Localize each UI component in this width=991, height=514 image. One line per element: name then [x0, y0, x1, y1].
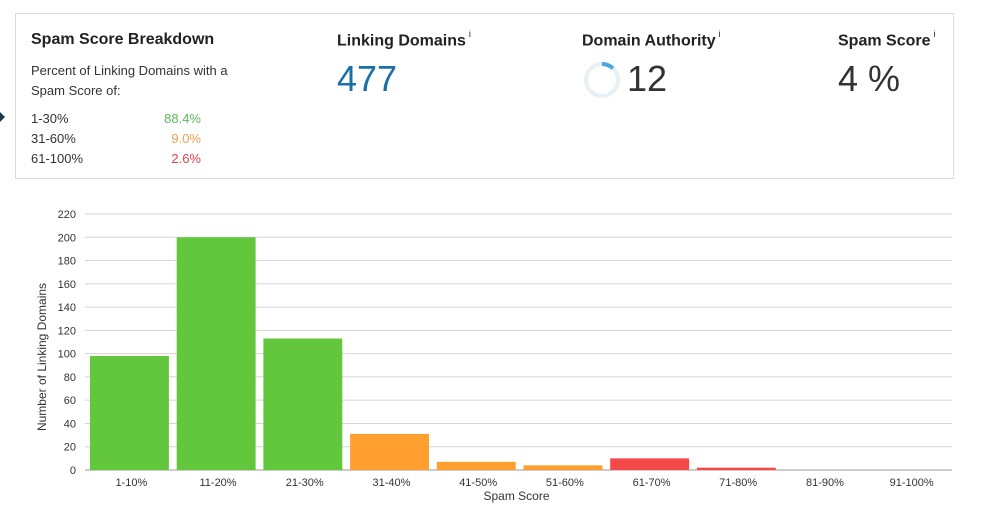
y-tick-label: 140 — [58, 302, 76, 314]
x-tick-label: 31-40% — [372, 477, 410, 489]
ring-progress — [584, 62, 620, 98]
breakdown-range-label: 1-30% — [31, 111, 69, 126]
x-tick-label: 71-80% — [719, 477, 757, 489]
bar — [263, 338, 343, 470]
breakdown-title: Spam Score Breakdown — [31, 31, 215, 48]
y-tick-label: 80 — [64, 372, 76, 384]
bar — [523, 465, 603, 470]
breakdown-percent-value: 88.4% — [164, 111, 201, 126]
x-tick-label: 61-70% — [633, 477, 671, 489]
linking-domains-value: 477 — [337, 58, 398, 99]
breakdown-range-label: 61-100% — [31, 151, 84, 166]
breakdown-percent-value: 2.6% — [171, 151, 201, 166]
y-tick-label: 220 — [58, 209, 76, 221]
x-tick-label: 91-100% — [890, 477, 934, 489]
x-tick-label: 11-20% — [199, 477, 236, 489]
y-tick-label: 200 — [58, 232, 76, 244]
domain-authority-ring-icon — [584, 62, 620, 98]
domain-authority-value: 12 — [627, 58, 668, 99]
x-tick-label: 51-60% — [546, 477, 584, 489]
y-tick-label: 180 — [58, 256, 76, 268]
ring-track — [584, 62, 620, 98]
info-icon[interactable]: i — [718, 29, 721, 39]
spam-score-heading: Spam Score i — [838, 29, 936, 50]
linking-domains-heading: Linking Domains i — [337, 29, 471, 50]
x-tick-label: 1-10% — [115, 477, 147, 489]
summary-panel: Spam Score Breakdown Percent of Linking … — [15, 13, 954, 179]
domain-authority-heading: Domain Authority i — [582, 29, 721, 50]
x-tick-label: 21-30% — [286, 477, 324, 489]
bar — [350, 433, 429, 470]
spam-score-label: Spam Score — [838, 32, 931, 50]
linking-domains-label: Linking Domains — [337, 32, 466, 50]
x-axis-title: Spam Score — [483, 489, 549, 503]
x-tick-label: 41-50% — [459, 477, 497, 489]
bar — [696, 467, 776, 470]
y-tick-label: 160 — [58, 279, 76, 291]
y-axis-title: Number of Linking Domains — [35, 283, 49, 431]
domain-authority-label: Domain Authority — [582, 32, 716, 50]
y-tick-label: 40 — [64, 418, 76, 430]
breakdown-percent-value: 9.0% — [171, 131, 201, 146]
y-tick-label: 120 — [58, 325, 76, 337]
bar — [436, 461, 516, 470]
y-tick-label: 100 — [58, 349, 76, 361]
x-tick-label: 81-90% — [806, 477, 844, 489]
breakdown-range-label: 31-60% — [31, 131, 76, 146]
y-tick-label: 60 — [64, 395, 76, 407]
bar — [90, 355, 169, 470]
y-tick-label: 20 — [64, 442, 76, 454]
bar — [176, 237, 256, 470]
bar — [610, 458, 690, 470]
y-tick-label: 0 — [70, 465, 76, 477]
info-icon[interactable]: i — [933, 29, 936, 39]
spam-score-bar-chart: 0 20 40 60 80 100 120 140 160 180 200 220 1-10% 11-20… — [35, 209, 952, 503]
collapse-arrow-icon[interactable] — [0, 112, 5, 122]
info-icon[interactable]: i — [468, 29, 471, 39]
spam-score-value: 4 % — [838, 58, 901, 99]
breakdown-subtitle: Percent of Linking Domains with a Spam S… — [31, 63, 228, 98]
